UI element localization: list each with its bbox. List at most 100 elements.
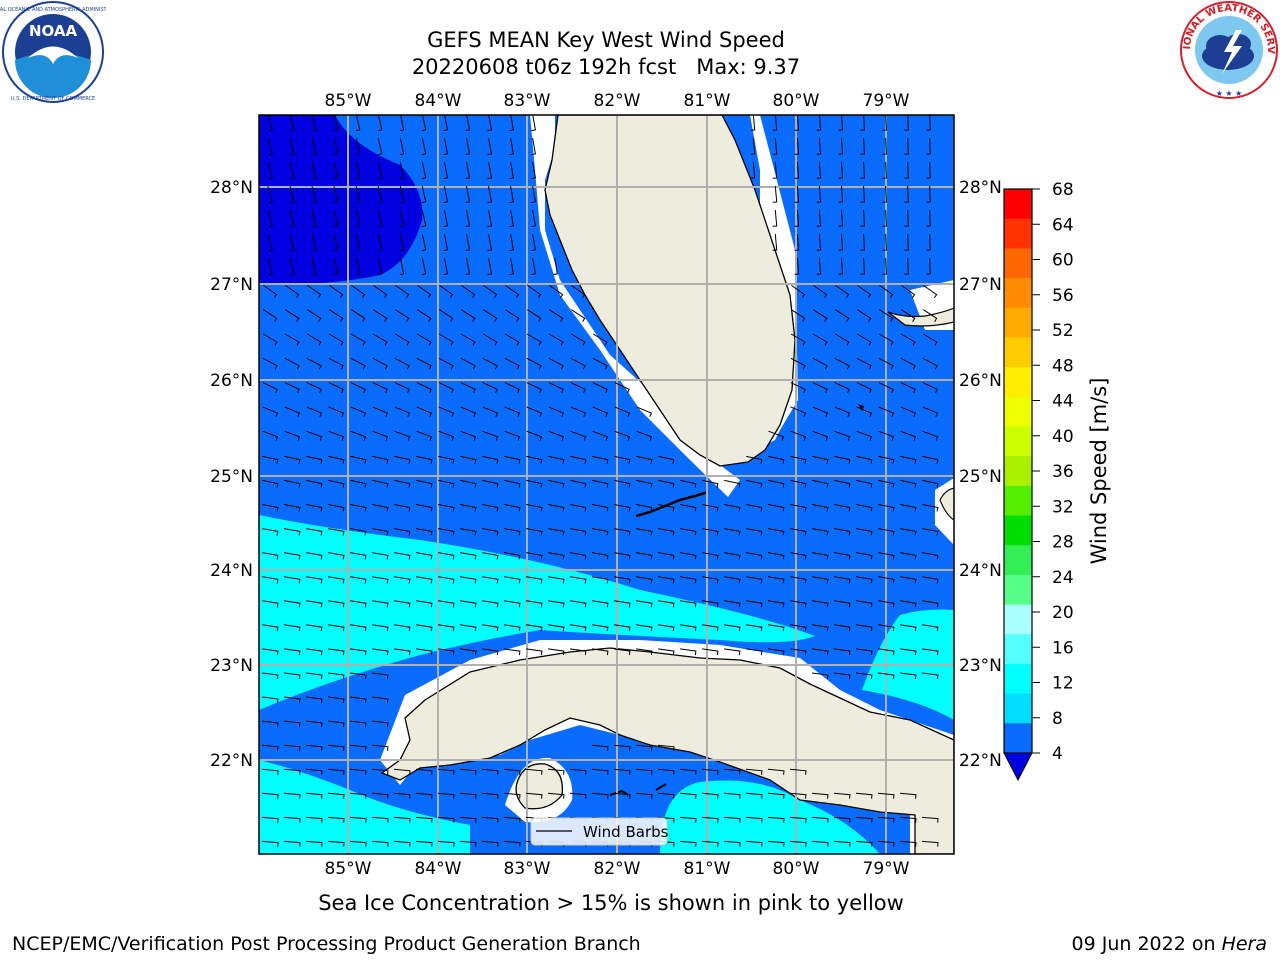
wind-barb bbox=[926, 209, 931, 227]
wind-barb bbox=[592, 357, 608, 370]
wind-barb bbox=[350, 357, 366, 370]
wind-barb bbox=[816, 257, 822, 275]
wind-barb bbox=[658, 504, 675, 512]
wind-barb bbox=[768, 648, 785, 656]
wind-barb bbox=[548, 648, 565, 656]
wind-barb bbox=[438, 648, 455, 656]
wind-barb bbox=[879, 284, 894, 299]
wind-barb bbox=[393, 792, 411, 799]
wind-barb bbox=[636, 528, 653, 536]
wind-barb bbox=[791, 284, 806, 299]
wind-barb bbox=[592, 333, 608, 346]
wind-barb bbox=[328, 357, 344, 370]
wind-barb bbox=[746, 552, 763, 560]
wind-barb bbox=[812, 648, 829, 656]
wind-barb bbox=[262, 333, 278, 346]
wind-barb bbox=[790, 528, 807, 536]
wind-barb bbox=[746, 479, 763, 488]
wind-barb bbox=[592, 406, 609, 417]
wind-barb bbox=[904, 257, 909, 275]
wind-barb bbox=[399, 115, 405, 132]
wind-barb bbox=[570, 430, 587, 441]
wind-barb bbox=[311, 115, 317, 132]
wind-barb bbox=[812, 600, 829, 608]
wind-barb bbox=[483, 309, 498, 322]
wind-barb bbox=[746, 648, 763, 656]
wind-barb bbox=[856, 672, 873, 680]
wind-barb bbox=[680, 648, 697, 656]
wind-barb bbox=[613, 768, 631, 775]
wind-barb bbox=[812, 430, 829, 441]
wind-barb bbox=[922, 528, 939, 536]
wind-barb bbox=[768, 528, 785, 536]
lat-label-right: 26°N bbox=[959, 371, 1002, 391]
colorbar-label: Wind Speed [m/s] bbox=[1087, 378, 1111, 565]
wind-barb bbox=[679, 816, 697, 823]
wind-barb bbox=[509, 162, 514, 180]
wind-barb bbox=[262, 528, 279, 536]
wind-barb bbox=[394, 624, 411, 632]
wind-barb bbox=[373, 284, 388, 299]
wind-barb bbox=[311, 258, 317, 276]
wind-barb bbox=[394, 648, 411, 656]
wind-barb bbox=[877, 792, 895, 799]
wind-barb bbox=[377, 258, 383, 276]
wind-barb bbox=[548, 382, 564, 394]
wind-barb bbox=[415, 840, 433, 847]
wind-barb bbox=[838, 257, 844, 275]
wind-barb bbox=[349, 744, 367, 751]
lat-labels: 28°N 27°N 26°N 25°N 24°N 23°N 22°N 28°N … bbox=[210, 178, 1002, 771]
wind-barb bbox=[327, 792, 345, 799]
wind-barb bbox=[350, 504, 367, 512]
wind-barb bbox=[504, 430, 521, 441]
wind-barb bbox=[328, 479, 345, 488]
wind-barb bbox=[504, 648, 521, 656]
wind-barb bbox=[261, 768, 279, 775]
wind-barb bbox=[900, 672, 917, 680]
wind-barb bbox=[482, 357, 498, 370]
wind-barb bbox=[328, 333, 344, 346]
sea-ice-note: Sea Ice Concentration > 15% is shown in … bbox=[318, 891, 904, 915]
wind-barb bbox=[289, 162, 295, 180]
wind-barb bbox=[377, 138, 383, 156]
wind-barb bbox=[922, 624, 939, 632]
wind-barb bbox=[267, 234, 273, 252]
wind-barb bbox=[371, 768, 389, 775]
wind-barb bbox=[878, 430, 895, 441]
lat-label-left: 26°N bbox=[210, 371, 253, 391]
wind-barb bbox=[745, 792, 763, 799]
wind-barb bbox=[443, 162, 449, 180]
wind-barb bbox=[482, 528, 499, 536]
wind-barb bbox=[262, 648, 279, 656]
wind-barb bbox=[636, 455, 653, 464]
wind-barb bbox=[878, 333, 894, 346]
wind-barb bbox=[571, 284, 586, 299]
lat-label-right: 27°N bbox=[959, 275, 1002, 295]
wind-barb bbox=[899, 816, 917, 823]
wind-barb bbox=[527, 309, 542, 322]
wind-barb bbox=[284, 479, 301, 488]
wind-barb bbox=[833, 792, 851, 799]
wind-barb bbox=[592, 455, 609, 464]
wind-barb bbox=[614, 528, 631, 536]
wind-barb bbox=[333, 138, 339, 156]
wind-barb bbox=[921, 840, 939, 847]
colorbar: 68 64 60 56 52 48 44 40 36 32 28 24 20 16 12 8 4 Wind Sp… bbox=[1003, 180, 1111, 782]
wind-barb bbox=[350, 720, 367, 727]
wind-barb bbox=[592, 430, 609, 441]
wind-barb bbox=[285, 284, 300, 299]
wind-barb bbox=[531, 138, 536, 156]
wind-barb bbox=[438, 552, 455, 560]
wind-barb bbox=[284, 552, 301, 560]
wind-barb bbox=[614, 576, 631, 584]
wind-barb bbox=[394, 382, 410, 394]
wind-barb bbox=[351, 309, 366, 322]
colorbar-segment bbox=[1004, 396, 1032, 427]
wind-barb bbox=[416, 479, 433, 488]
wind-barb bbox=[548, 455, 565, 464]
wind-barb bbox=[878, 576, 895, 584]
wind-barb bbox=[680, 552, 697, 560]
wind-barb bbox=[284, 672, 301, 680]
wind-barb bbox=[284, 455, 301, 464]
wind-barb bbox=[878, 504, 895, 512]
